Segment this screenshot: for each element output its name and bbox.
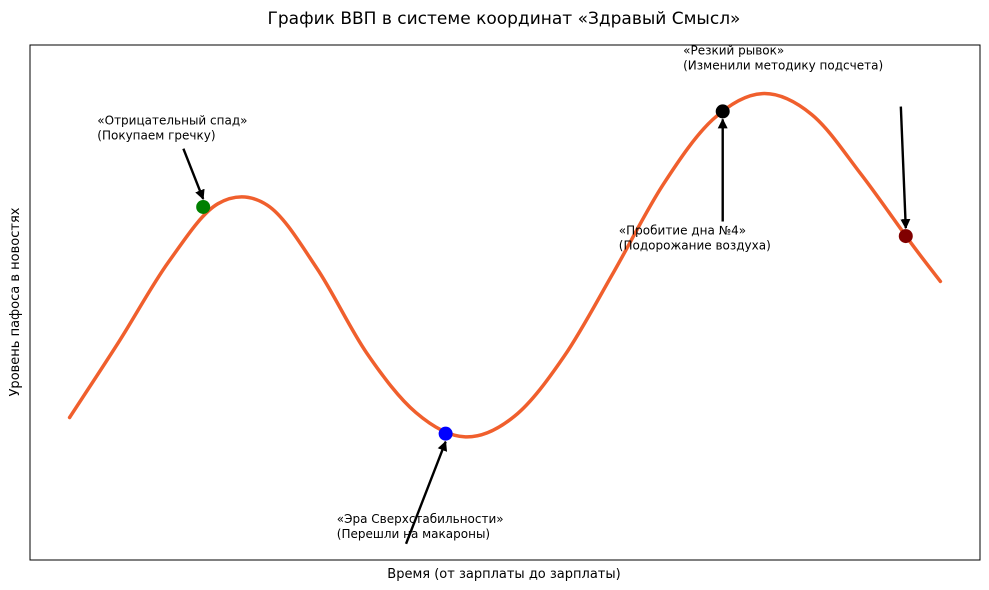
x-axis-label: Время (от зарплаты до зарплаты) [387, 567, 620, 582]
y-axis-label: Уровень пафоса в новостях [8, 207, 23, 396]
series-line-0 [67, 91, 943, 439]
annotation-line: «Отрицательный спад» [97, 113, 247, 127]
plot-area-frame [29, 44, 981, 561]
annotation-line: (Подорожание воздуха) [619, 238, 771, 252]
annotation-text-2: «Пробитие дна №4» (Подорожание воздуха) [619, 223, 771, 252]
highlight-point-3 [898, 229, 913, 244]
annotation-arrow-1 [404, 440, 448, 545]
annotation-text-3: «Резкий рывок» (Изменили методику подсчет… [683, 44, 883, 73]
annotation-text-0: «Отрицательный спад» (Покупаем гречку) [97, 113, 247, 142]
annotation-text-1: «Эра Сверхстабильности» (Перешли на макар… [337, 512, 504, 541]
annotation-line: (Изменили методику подсчета) [683, 59, 883, 73]
annotation-line: (Покупаем гречку) [97, 128, 215, 142]
annotation-line: «Эра Сверхстабильности» [337, 512, 504, 526]
highlight-point-0 [196, 199, 211, 214]
highlight-point-1 [438, 426, 453, 441]
annotation-line: (Перешли на макароны) [337, 527, 490, 541]
chart-marks: «Отрицательный спад» (Покупаем гречку) «Эр… [67, 44, 943, 545]
highlight-point-2 [715, 104, 730, 119]
chart-title: График ВВП в системе координат «Здравый … [268, 9, 741, 29]
annotation-line: «Пробитие дна №4» [619, 223, 746, 237]
annotation-arrow-3 [899, 106, 911, 230]
annotation-line: «Резкий рывок» [683, 44, 784, 58]
annotation-arrow-0 [182, 148, 205, 200]
